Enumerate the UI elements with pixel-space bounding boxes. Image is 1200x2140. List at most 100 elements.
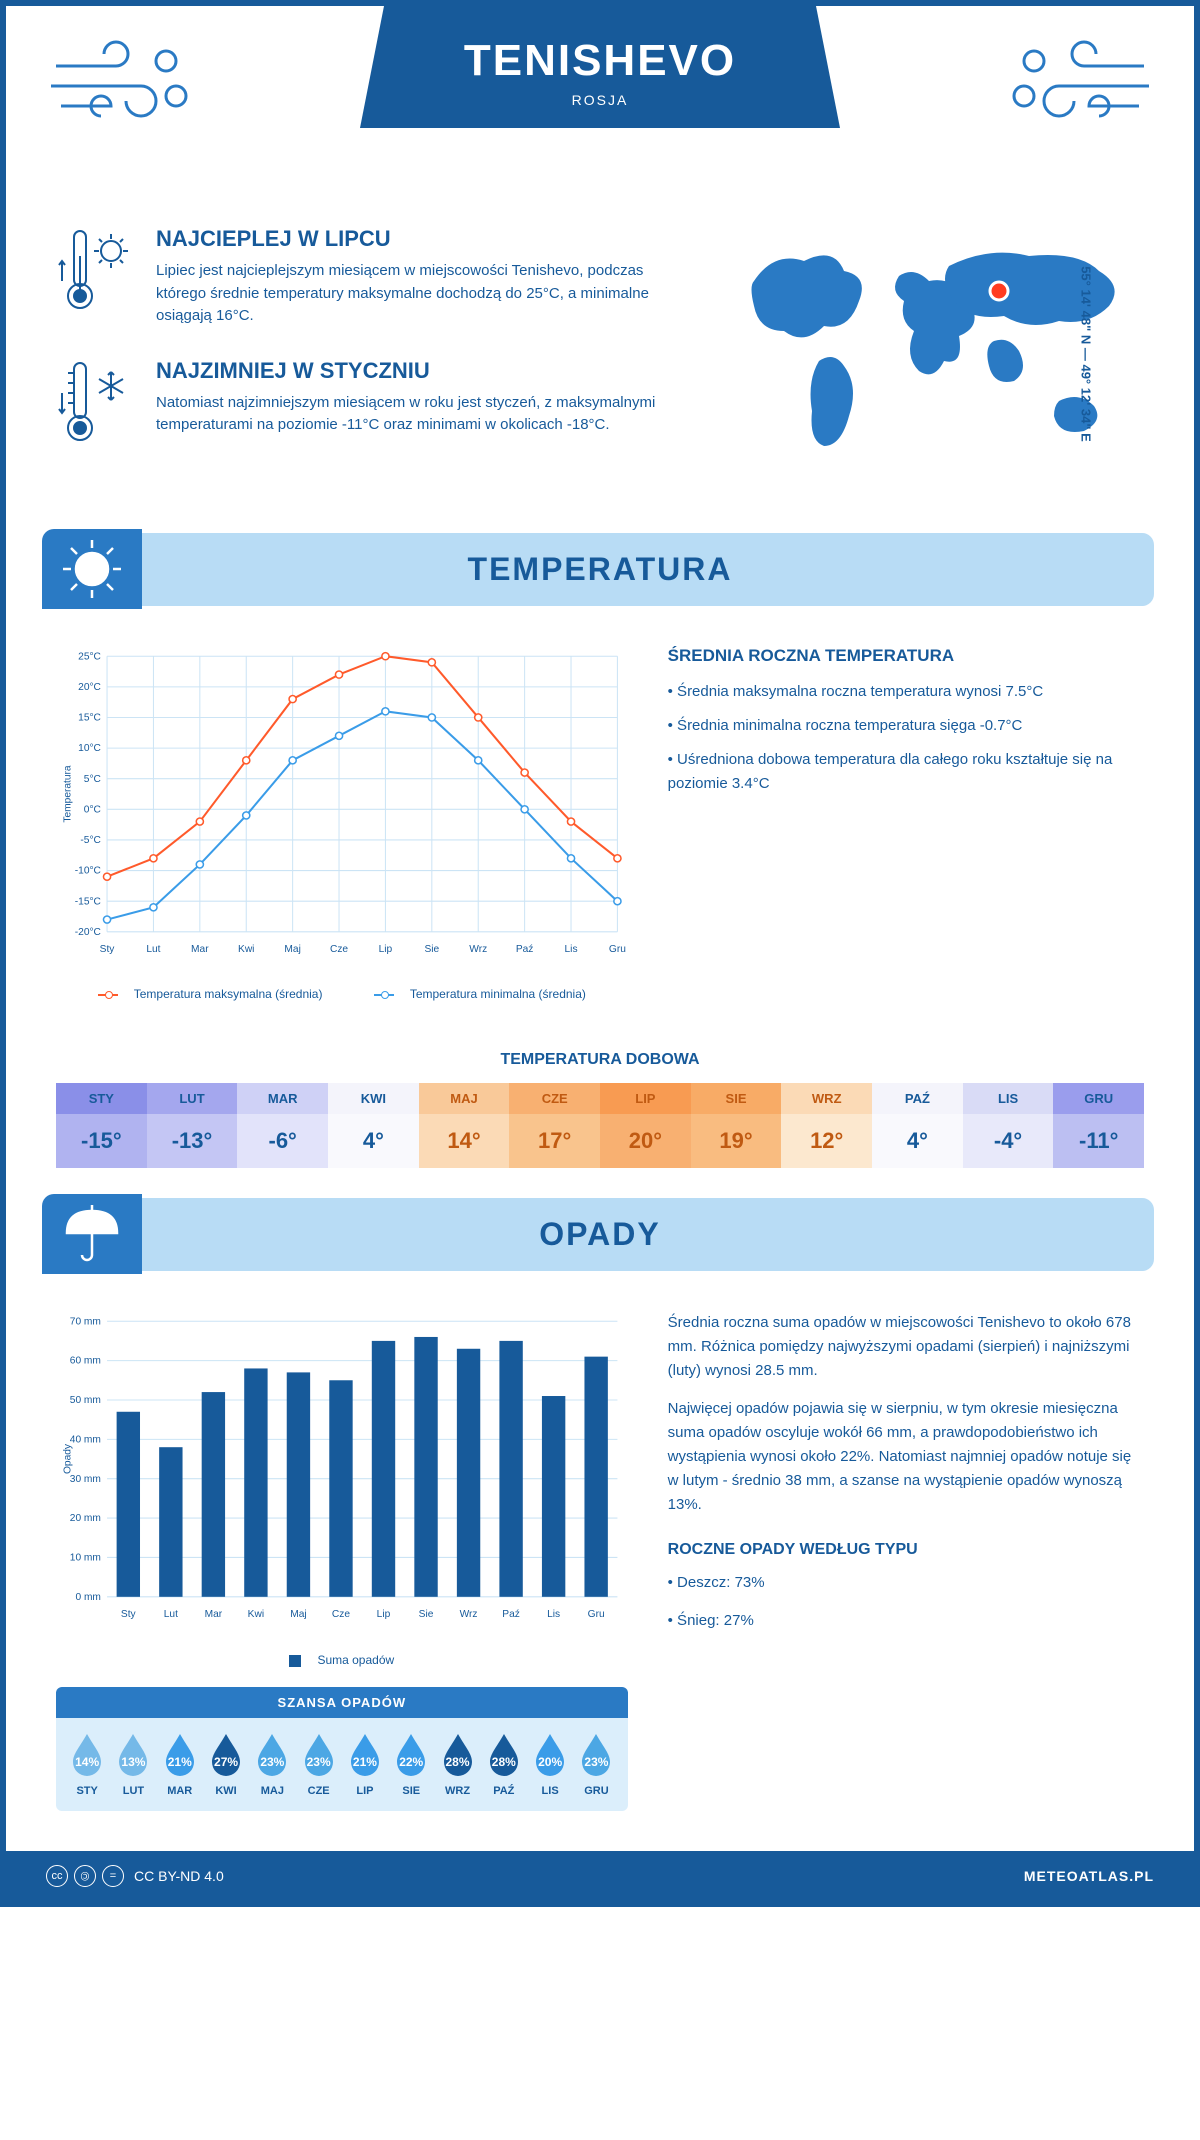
svg-text:-10°C: -10°C [75,865,101,876]
temperature-legend: Temperatura maksymalna (średnia) Tempera… [56,987,628,1001]
svg-text:Sie: Sie [424,944,439,955]
chance-cell: 23%GRU [573,1732,619,1797]
daily-cell: LIP20° [600,1083,691,1168]
chance-cell: 28%WRZ [434,1732,480,1797]
chance-cell: 28%PAŹ [481,1732,527,1797]
page-subtitle: ROSJA [380,92,820,108]
chance-cell: 20%LIS [527,1732,573,1797]
license-text: CC BY-ND 4.0 [134,1868,224,1884]
svg-text:Kwi: Kwi [248,1609,264,1620]
svg-text:Lut: Lut [164,1609,178,1620]
svg-text:70 mm: 70 mm [70,1316,101,1327]
svg-text:Sty: Sty [121,1609,137,1620]
svg-text:20 mm: 20 mm [70,1513,101,1524]
wind-icon [1004,36,1154,141]
daily-temp-table: STY-15°LUT-13°MAR-6°KWI4°MAJ14°CZE17°LIP… [56,1083,1144,1168]
svg-text:Wrz: Wrz [469,944,487,955]
svg-text:40 mm: 40 mm [70,1435,101,1446]
svg-text:5°C: 5°C [84,773,101,784]
svg-text:-5°C: -5°C [80,835,101,846]
svg-text:Lip: Lip [377,1609,391,1620]
svg-text:Lut: Lut [146,944,160,955]
coldest-text: Natomiast najzimniejszym miesiącem w rok… [156,392,694,437]
svg-text:Paź: Paź [516,944,534,955]
temperature-description: ŚREDNIA ROCZNA TEMPERATURA • Średnia mak… [668,646,1144,1002]
coordinates: 55° 14' 48" N — 49° 12' 34" E [1079,266,1094,442]
precip-description: Średnia roczna suma opadów w miejscowośc… [668,1311,1144,1811]
svg-text:Lis: Lis [565,944,578,955]
svg-text:Maj: Maj [290,1609,306,1620]
daily-cell: GRU-11° [1053,1083,1144,1168]
coldest-block: NAJZIMNIEJ W STYCZNIU Natomiast najzimni… [56,358,694,453]
warmest-text: Lipiec jest najcieplejszym miesiącem w m… [156,260,694,328]
svg-text:60 mm: 60 mm [70,1356,101,1367]
daily-cell: PAŹ4° [872,1083,963,1168]
precip-chance: SZANSA OPADÓW 14%STY13%LUT21%MAR27%KWI23… [56,1687,628,1811]
daily-cell: CZE17° [509,1083,600,1168]
svg-text:Opady: Opady [62,1443,73,1474]
chance-cell: 21%MAR [157,1732,203,1797]
page-title: TENISHEVO [380,36,820,86]
svg-text:Maj: Maj [284,944,300,955]
daily-cell: STY-15° [56,1083,147,1168]
svg-text:Kwi: Kwi [238,944,254,955]
chance-cell: 13%LUT [110,1732,156,1797]
temperature-chart: -20°C-15°C-10°C-5°C0°C5°C10°C15°C20°C25°… [56,646,628,1002]
svg-text:15°C: 15°C [78,712,101,723]
sun-icon [42,529,142,609]
svg-text:Mar: Mar [205,1609,223,1620]
header: TENISHEVO ROSJA [6,6,1194,206]
footer: cc🄯= CC BY-ND 4.0 METEOATLAS.PL [6,1851,1194,1901]
site-name: METEOATLAS.PL [1024,1868,1154,1884]
svg-text:Gru: Gru [609,944,626,955]
thermometer-snow-icon [56,358,136,453]
svg-text:20°C: 20°C [78,681,101,692]
svg-text:-15°C: -15°C [75,896,101,907]
svg-text:0 mm: 0 mm [75,1592,100,1603]
daily-cell: LUT-13° [147,1083,238,1168]
title-banner: TENISHEVO ROSJA [360,6,840,128]
precip-legend: Suma opadów [56,1653,628,1667]
daily-cell: KWI4° [328,1083,419,1168]
svg-text:Gru: Gru [588,1609,605,1620]
svg-text:Cze: Cze [330,944,348,955]
daily-cell: MAJ14° [419,1083,510,1168]
temperature-header: TEMPERATURA [46,533,1154,606]
precip-header: OPADY [46,1198,1154,1271]
svg-text:-20°C: -20°C [75,926,101,937]
svg-text:10 mm: 10 mm [70,1553,101,1564]
daily-cell: MAR-6° [237,1083,328,1168]
svg-text:Sty: Sty [100,944,116,955]
daily-cell: WRZ12° [781,1083,872,1168]
svg-text:25°C: 25°C [78,651,101,662]
daily-temp-title: TEMPERATURA DOBOWA [6,1051,1194,1069]
svg-text:Lis: Lis [547,1609,560,1620]
chance-cell: 22%SIE [388,1732,434,1797]
svg-text:Cze: Cze [332,1609,350,1620]
chance-cell: 27%KWI [203,1732,249,1797]
svg-text:Wrz: Wrz [460,1609,478,1620]
svg-text:Sie: Sie [419,1609,434,1620]
svg-text:10°C: 10°C [78,743,101,754]
temperature-title: TEMPERATURA [64,551,1136,588]
umbrella-icon [42,1194,142,1274]
warmest-block: NAJCIEPLEJ W LIPCU Lipiec jest najcieple… [56,226,694,328]
cc-icons: cc🄯= [46,1865,124,1887]
svg-text:Paź: Paź [502,1609,520,1620]
warmest-title: NAJCIEPLEJ W LIPCU [156,226,694,252]
svg-text:Lip: Lip [379,944,393,955]
chance-cell: 14%STY [64,1732,110,1797]
svg-text:30 mm: 30 mm [70,1474,101,1485]
chance-cell: 21%LIP [342,1732,388,1797]
precip-title: OPADY [64,1216,1136,1253]
precip-chart: 0 mm 10 mm 20 mm 30 mm 40 mm 50 mm 60 mm 70 mm S… [56,1311,628,1811]
svg-text:50 mm: 50 mm [70,1395,101,1406]
coldest-title: NAJZIMNIEJ W STYCZNIU [156,358,694,384]
thermometer-sun-icon [56,226,136,328]
svg-text:Temperatura: Temperatura [62,765,73,823]
wind-icon [46,36,196,141]
daily-cell: LIS-4° [963,1083,1054,1168]
chance-cell: 23%CZE [295,1732,341,1797]
daily-cell: SIE19° [691,1083,782,1168]
chance-cell: 23%MAJ [249,1732,295,1797]
